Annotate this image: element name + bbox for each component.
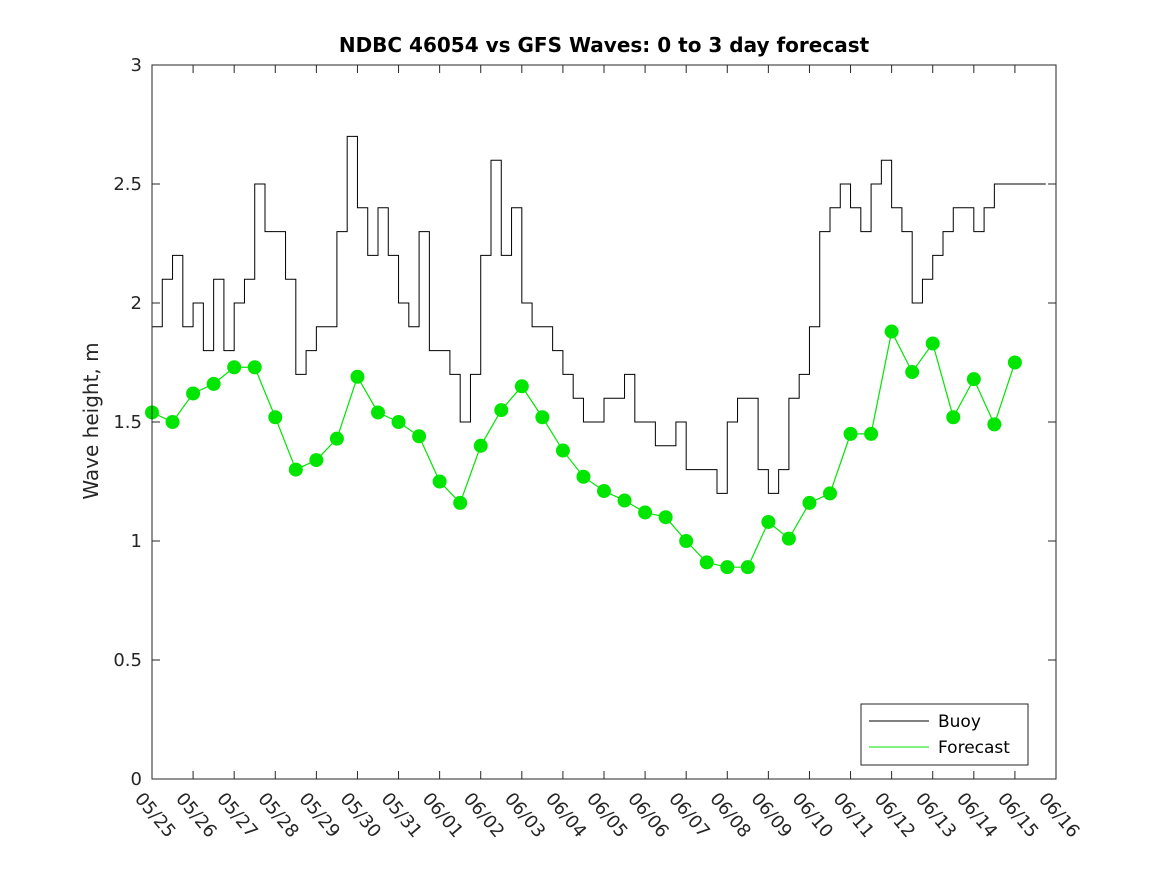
x-tick-label: 05/25 [130, 789, 179, 842]
y-tick-label: 1.5 [113, 412, 142, 433]
x-tick-label: 06/03 [500, 789, 549, 842]
forecast-point [494, 403, 509, 418]
x-tick-label: 05/30 [336, 789, 385, 842]
y-tick-label: 0 [131, 769, 142, 790]
forecast-point [946, 410, 961, 425]
y-tick-label: 3 [131, 55, 142, 76]
forecast-point [638, 505, 653, 520]
x-tick-label: 06/10 [788, 789, 837, 842]
legend-forecast-label: Forecast [938, 738, 1010, 758]
forecast-point [371, 405, 385, 420]
y-tick-label: 2.5 [113, 174, 142, 195]
buoy-series-line [152, 135, 1046, 494]
forecast-point [350, 369, 365, 384]
x-tick-label: 05/29 [295, 789, 344, 842]
y-tick-label: 2 [131, 293, 142, 314]
x-tick-label: 06/08 [705, 789, 754, 842]
legend-buoy-label: Buoy [938, 712, 981, 732]
forecast-point [905, 365, 920, 380]
x-tick-label: 06/04 [541, 789, 590, 842]
x-tick-label: 06/01 [418, 789, 467, 842]
forecast-point [966, 372, 981, 387]
forecast-point [781, 531, 796, 546]
y-axis: 0 0.5 1 1.5 2 2.5 3 [113, 55, 1056, 790]
forecast-point [802, 495, 817, 510]
forecast-point [453, 495, 468, 510]
x-tick-label: 06/12 [870, 789, 919, 842]
forecast-point [473, 438, 488, 453]
x-tick-label: 06/16 [1034, 789, 1083, 842]
forecast-point [658, 510, 673, 525]
x-tick-label: 06/13 [911, 789, 960, 842]
forecast-point [925, 336, 940, 351]
x-tick-label: 06/14 [952, 789, 1001, 842]
x-tick-label: 06/09 [747, 789, 796, 842]
forecast-point [391, 415, 406, 429]
x-tick-label: 05/31 [377, 789, 426, 842]
forecast-point [740, 560, 755, 575]
forecast-point [227, 360, 242, 375]
x-tick-label: 06/02 [459, 789, 508, 842]
forecast-point [329, 431, 344, 446]
legend-box [860, 703, 1029, 766]
forecast-point [699, 555, 714, 570]
forecast-point [761, 514, 776, 529]
forecast-point [679, 534, 694, 548]
x-tick-label: 05/27 [212, 789, 261, 842]
forecast-point [843, 426, 858, 441]
forecast-point [720, 560, 735, 575]
forecast-point [823, 486, 837, 501]
x-tick-label: 06/06 [623, 789, 672, 842]
forecast-point [597, 484, 611, 499]
buoy-layer [152, 135, 1046, 494]
y-tick-label: 1 [131, 531, 142, 552]
x-tick-label: 06/05 [582, 789, 631, 842]
forecast-point [555, 443, 570, 458]
x-tick-label: 06/07 [664, 789, 713, 842]
forecast-point [412, 429, 427, 444]
forecast-point [987, 417, 1002, 432]
forecast-point [165, 415, 180, 429]
forecast-point [864, 426, 879, 441]
forecast-point [288, 462, 303, 477]
forecast-point [432, 474, 447, 489]
forecast-point [206, 376, 221, 391]
forecast-point [884, 324, 899, 339]
forecast-point [247, 360, 262, 375]
forecast-point [1007, 355, 1022, 370]
forecast-point [576, 469, 591, 484]
y-tick-label: 0.5 [113, 650, 142, 671]
forecast-point [514, 379, 529, 394]
x-tick-label: 06/11 [829, 789, 878, 842]
forecast-point [535, 410, 550, 425]
forecast-point [617, 493, 632, 508]
x-tick-label: 05/28 [253, 789, 302, 842]
chart-title: NDBC 46054 vs GFS Waves: 0 to 3 day fore… [339, 33, 870, 57]
x-tick-label: 06/15 [993, 789, 1042, 842]
forecast-point [309, 453, 324, 468]
x-tick-label: 05/26 [171, 789, 220, 842]
legend: Buoy Forecast [860, 703, 1029, 766]
forecast-point [186, 386, 201, 401]
forecast-point [268, 410, 283, 425]
y-axis-label: Wave height, m [79, 342, 103, 499]
